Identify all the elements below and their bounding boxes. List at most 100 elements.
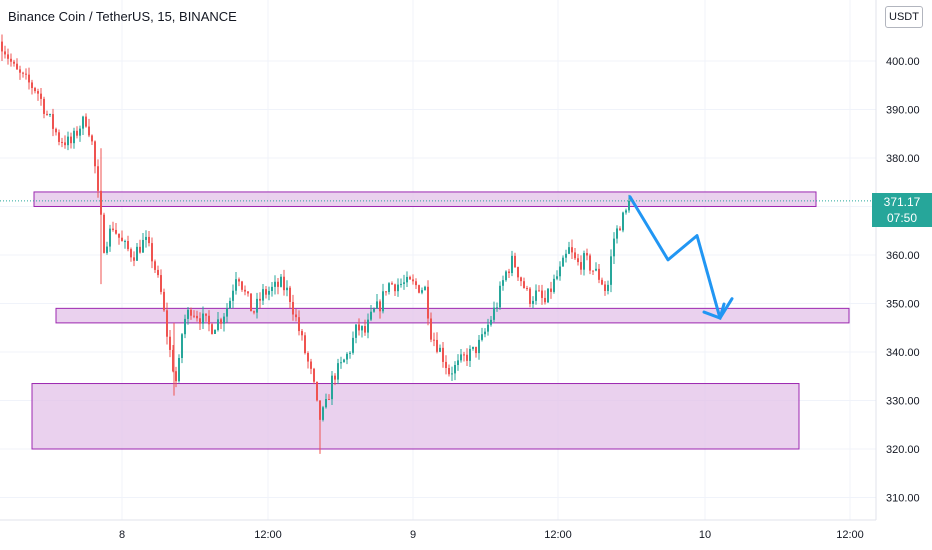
- candle-body: [16, 63, 18, 70]
- candle: [373, 307, 375, 313]
- candle-body: [76, 130, 78, 136]
- candle: [604, 281, 606, 296]
- candle: [625, 208, 627, 215]
- candle: [214, 329, 216, 335]
- candle: [25, 68, 27, 80]
- candle-body: [73, 130, 75, 144]
- zone-support: [55, 307, 850, 324]
- candle: [481, 327, 483, 342]
- candle-body: [49, 114, 51, 116]
- candle-body: [496, 307, 498, 309]
- candle: [508, 268, 510, 278]
- candle-body: [460, 354, 462, 361]
- candle-body: [613, 238, 615, 257]
- candle-body: [31, 82, 33, 89]
- candle-body: [334, 375, 336, 380]
- candle-body: [508, 271, 510, 274]
- candle: [322, 405, 324, 422]
- candle-body: [301, 331, 303, 336]
- candle: [574, 248, 576, 260]
- candle: [391, 281, 393, 285]
- candle-body: [445, 361, 447, 369]
- candle-body: [463, 354, 465, 356]
- candle-body: [253, 311, 255, 313]
- candle-body: [565, 253, 567, 258]
- candle-body: [553, 278, 555, 292]
- candle: [70, 132, 72, 149]
- candle-body: [283, 276, 285, 291]
- price-tick-label: 360.00: [886, 250, 920, 262]
- time-axis[interactable]: 8 12:00 9 12:00 10 12:00: [0, 519, 876, 541]
- candle: [439, 344, 441, 353]
- candle-body: [376, 301, 378, 309]
- candle-body: [385, 291, 387, 293]
- candle: [463, 351, 465, 362]
- candle-body: [154, 261, 156, 270]
- candle: [418, 284, 420, 294]
- candle-body: [226, 308, 228, 317]
- candle: [229, 297, 231, 309]
- candle: [400, 278, 402, 288]
- candle-body: [544, 297, 546, 303]
- candle: [340, 356, 342, 369]
- candle-body: [187, 309, 189, 319]
- candle: [559, 261, 561, 281]
- candle-body: [403, 282, 405, 284]
- candle: [514, 252, 516, 269]
- candle-body: [313, 368, 315, 382]
- candle-body: [52, 114, 54, 129]
- candle: [280, 273, 282, 288]
- candle: [535, 284, 537, 305]
- candle-body: [610, 256, 612, 285]
- chart-title: Binance Coin / TetherUS, 15, BINANCE: [8, 9, 237, 24]
- candle: [556, 270, 558, 281]
- candle-body: [397, 284, 399, 292]
- candle: [517, 266, 519, 282]
- candle-body: [208, 315, 210, 325]
- candle-body: [304, 335, 306, 354]
- candle-body: [391, 283, 393, 285]
- candle-body: [319, 400, 321, 420]
- candle: [490, 315, 492, 327]
- candle-body: [547, 288, 549, 303]
- time-tick-label: 10: [699, 529, 711, 541]
- candle-body: [82, 116, 84, 129]
- candle: [421, 287, 423, 295]
- candle-body: [370, 311, 372, 320]
- candle-body: [466, 354, 468, 361]
- candle-body: [439, 347, 441, 352]
- candle: [376, 293, 378, 310]
- currency-button[interactable]: USDT: [885, 6, 923, 28]
- candle: [151, 237, 153, 269]
- candle-body: [124, 241, 126, 243]
- candle: [424, 285, 426, 291]
- candle: [478, 335, 480, 360]
- candle: [412, 274, 414, 285]
- candle: [502, 275, 504, 291]
- candle-body: [298, 317, 300, 332]
- candle-body: [367, 319, 369, 333]
- candle-body: [61, 141, 63, 143]
- candle-body: [568, 247, 570, 254]
- price-axis[interactable]: 310.00320.00330.00340.00350.00360.00370.…: [875, 0, 920, 520]
- candle-body: [157, 269, 159, 276]
- candle-body: [163, 291, 165, 311]
- candle: [16, 58, 18, 70]
- candle: [274, 275, 276, 295]
- candle: [442, 341, 444, 368]
- candle: [73, 127, 75, 149]
- candle-body: [550, 288, 552, 292]
- candle: [10, 53, 12, 67]
- candle: [538, 285, 540, 292]
- time-tick-label: 12:00: [836, 529, 864, 541]
- candle-body: [166, 310, 168, 337]
- candle-body: [280, 276, 282, 287]
- candle-body: [472, 346, 474, 349]
- candle-body: [454, 364, 456, 374]
- candle-body: [265, 289, 267, 295]
- candle: [193, 310, 195, 319]
- candle-body: [274, 281, 276, 287]
- candle-body: [517, 267, 519, 278]
- candle: [346, 352, 348, 365]
